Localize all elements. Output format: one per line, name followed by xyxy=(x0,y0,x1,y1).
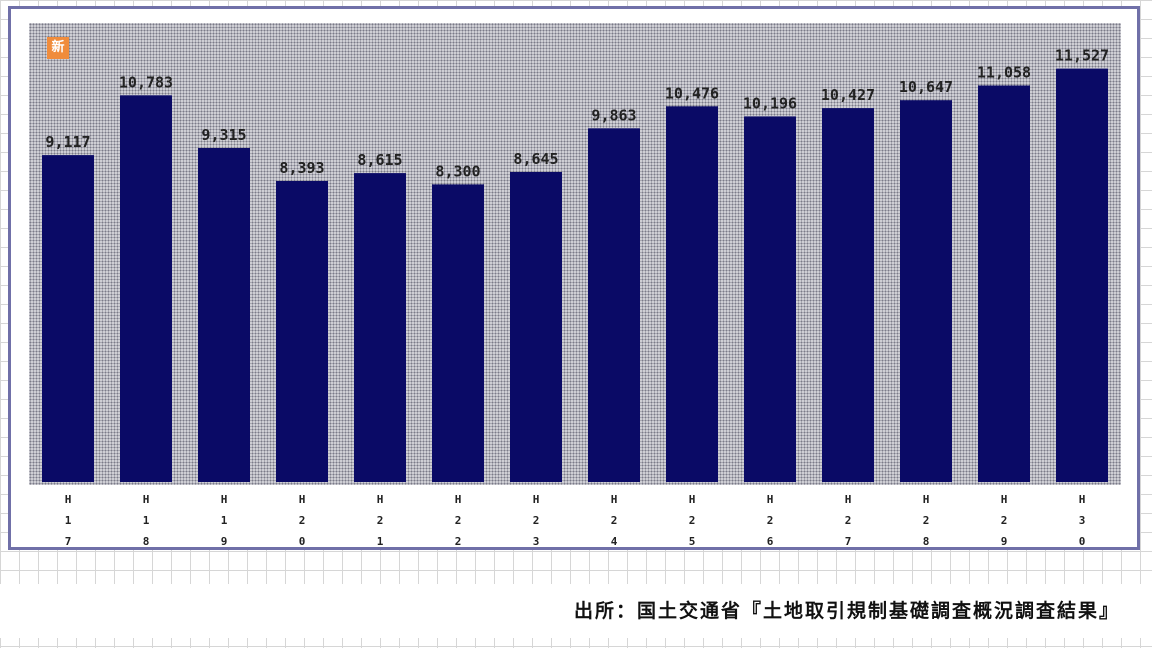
x-tick-label-H19-0: H xyxy=(221,493,228,506)
x-tick-label-H22-2: 2 xyxy=(455,535,462,547)
x-tick-label-H23-0: H xyxy=(533,493,540,506)
x-tick-label-H28-2: 8 xyxy=(923,535,930,547)
bar-chart: 9,117 H 1 7 10,783 H 1 8 9,315 H 1 9 8,393 H 2 0 8,615 H 2… xyxy=(42,47,1109,547)
x-tick-label-H24-2: 4 xyxy=(611,535,618,547)
x-tick-label-H20-2: 0 xyxy=(299,535,306,547)
bar-H30 xyxy=(1056,68,1108,482)
x-tick-label-H25-2: 5 xyxy=(689,535,696,547)
x-tick-label-H27-0: H xyxy=(845,493,852,506)
x-tick-label-H18-2: 8 xyxy=(143,535,150,547)
data-label-H18: 10,783 xyxy=(119,73,173,91)
bar-H21 xyxy=(354,173,406,482)
bar-H20 xyxy=(276,181,328,482)
x-tick-label-H17-0: H xyxy=(65,493,72,506)
data-label-H23: 8,645 xyxy=(513,150,558,168)
bar-H22 xyxy=(432,184,484,482)
bar-H29 xyxy=(978,85,1030,482)
bar-H25 xyxy=(666,106,718,483)
x-tick-label-H17-1: 1 xyxy=(65,514,72,527)
bar-H28 xyxy=(900,100,952,482)
x-tick-label-H23-1: 2 xyxy=(533,514,540,527)
x-tick-label-H20-1: 2 xyxy=(299,514,306,527)
data-label-H24: 9,863 xyxy=(591,106,636,124)
x-tick-label-H20-0: H xyxy=(299,493,306,506)
data-label-H19: 9,315 xyxy=(201,126,246,144)
x-tick-label-H28-0: H xyxy=(923,493,930,506)
data-label-H22: 8,300 xyxy=(435,162,480,180)
source-note: 出所：国土交通省『土地取引規制基礎調査概況調査結果』 xyxy=(573,600,1120,622)
data-label-H30: 11,527 xyxy=(1055,47,1109,65)
x-tick-label-H18-1: 1 xyxy=(143,514,150,527)
new-badge-icon: 新 xyxy=(47,37,69,59)
x-tick-label-H27-1: 2 xyxy=(845,514,852,527)
bar-H27 xyxy=(822,108,874,482)
x-tick-label-H28-1: 2 xyxy=(923,514,930,527)
x-tick-label-H29-1: 2 xyxy=(1001,514,1008,527)
data-label-H29: 11,058 xyxy=(977,64,1031,82)
x-tick-label-H18-0: H xyxy=(143,493,150,506)
bar-H19 xyxy=(198,148,250,482)
x-tick-label-H30-0: H xyxy=(1079,493,1086,506)
data-label-H27: 10,427 xyxy=(821,86,875,104)
bar-H17 xyxy=(42,155,94,482)
x-tick-label-H22-1: 2 xyxy=(455,514,462,527)
data-label-H21: 8,615 xyxy=(357,151,402,169)
source-band xyxy=(0,584,1152,638)
x-tick-label-H25-0: H xyxy=(689,493,696,506)
x-tick-label-H21-1: 2 xyxy=(377,514,384,527)
x-tick-label-H23-2: 3 xyxy=(533,535,540,547)
x-tick-label-H19-1: 1 xyxy=(221,514,228,527)
x-tick-label-H22-0: H xyxy=(455,493,462,506)
data-label-H17: 9,117 xyxy=(45,133,90,151)
x-tick-label-H26-0: H xyxy=(767,493,774,506)
x-tick-label-H21-2: 1 xyxy=(377,535,384,547)
x-tick-label-H24-0: H xyxy=(611,493,618,506)
data-label-H28: 10,647 xyxy=(899,78,953,96)
bar-H18 xyxy=(120,95,172,483)
x-tick-label-H24-1: 2 xyxy=(611,514,618,527)
data-label-H25: 10,476 xyxy=(665,84,719,102)
x-tick-label-H30-2: 0 xyxy=(1079,535,1086,547)
data-label-H20: 8,393 xyxy=(279,159,324,177)
bar-H24 xyxy=(588,128,640,483)
x-tick-label-H19-2: 9 xyxy=(221,535,228,547)
x-tick-label-H27-2: 7 xyxy=(845,535,852,547)
x-tick-label-H29-2: 9 xyxy=(1001,535,1008,547)
data-label-H26: 10,196 xyxy=(743,94,797,112)
x-tick-label-H17-2: 7 xyxy=(65,535,72,547)
bar-H26 xyxy=(744,116,796,483)
x-tick-label-H26-1: 2 xyxy=(767,514,774,527)
x-tick-label-H21-0: H xyxy=(377,493,384,506)
chart-frame: 新 9,117 H 1 7 10,783 H 1 8 9,315 H 1 9 8,393 H 2 0 8,615… xyxy=(8,6,1140,550)
bar-H23 xyxy=(510,172,562,482)
x-tick-label-H25-1: 2 xyxy=(689,514,696,527)
x-tick-label-H26-2: 6 xyxy=(767,535,774,547)
x-tick-label-H29-0: H xyxy=(1001,493,1008,506)
x-tick-label-H30-1: 3 xyxy=(1079,514,1086,527)
